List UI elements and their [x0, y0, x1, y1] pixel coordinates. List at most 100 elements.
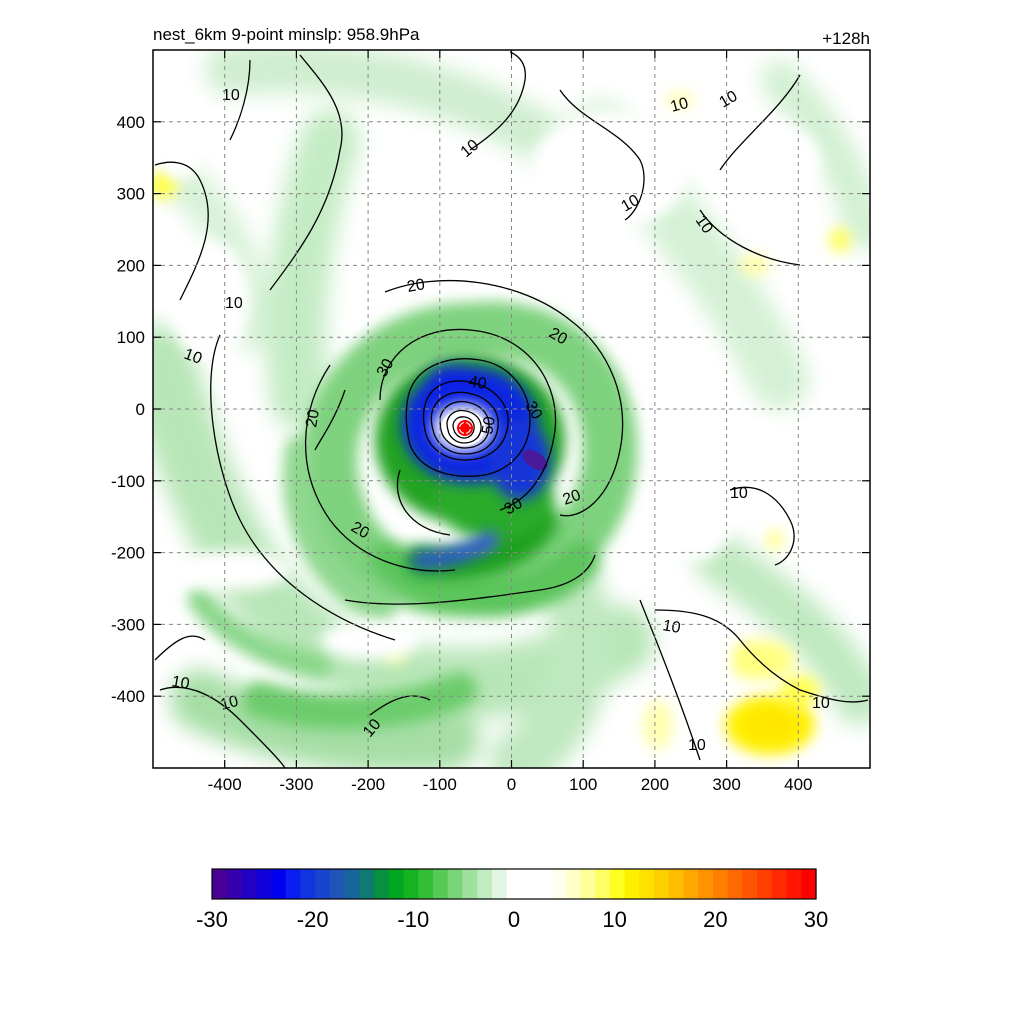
colorbar-swatch — [653, 869, 670, 899]
contour-label: 50 — [479, 415, 499, 436]
contour-label: 20 — [561, 487, 584, 509]
storm-center — [457, 420, 473, 436]
contour-label: 10 — [730, 485, 748, 502]
colorbar-tick-label: -20 — [297, 907, 329, 932]
x-axis: -400 -300 -200 -100 0 100 200 300 400 — [208, 50, 812, 794]
contour-label: 10 — [688, 737, 706, 754]
colorbar-swatch — [712, 869, 729, 899]
colorbar-swatch — [418, 869, 434, 899]
colorbar-tick-label: -30 — [196, 907, 228, 932]
colorbar-swatch — [241, 869, 257, 899]
colorbar-frame — [211, 868, 817, 900]
colorbar-swatch — [609, 869, 626, 899]
x-tick-label: -200 — [351, 775, 385, 794]
colorbar-swatch — [786, 869, 802, 899]
contour-label: 30 — [522, 399, 546, 423]
contour-label: 20 — [303, 408, 323, 429]
colorbar-swatch — [344, 869, 360, 899]
contour-label: 30 — [502, 495, 526, 519]
contour-label: 10 — [661, 617, 682, 637]
colorbar-swatch — [226, 869, 243, 899]
colorbar-swatch — [801, 869, 817, 899]
y-tick-label: -300 — [111, 615, 145, 634]
colorbar-tick-label: 10 — [602, 907, 626, 932]
colorbar-swatch — [727, 869, 743, 899]
contour-label: 10 — [225, 295, 243, 312]
contour-label: 20 — [406, 276, 427, 296]
contour-label: 10 — [812, 695, 830, 712]
x-tick-label: 0 — [507, 775, 516, 794]
colorbar-swatch — [639, 869, 655, 899]
colorbar-swatch — [477, 869, 493, 899]
colorbar-swatch — [374, 869, 390, 899]
colorbar-swatch — [698, 869, 714, 899]
positive-areas — [153, 92, 850, 755]
colorbar-swatch — [270, 869, 287, 899]
y-tick-label: -200 — [111, 544, 145, 563]
x-tick-label: 200 — [641, 775, 669, 794]
y-tick-label: 100 — [117, 328, 145, 347]
y-tick-label: 400 — [117, 113, 145, 132]
y-tick-label: 200 — [117, 256, 145, 275]
y-tick-label: 300 — [117, 185, 145, 204]
purple-patch — [522, 449, 548, 471]
contour-label: 10 — [182, 346, 205, 368]
contour-label: 10 — [222, 87, 240, 104]
x-tick-label: -300 — [279, 775, 313, 794]
colorbar-swatch — [521, 869, 537, 899]
x-tick-label: 300 — [712, 775, 740, 794]
x-tick-label: 400 — [784, 775, 812, 794]
colorbar-swatch — [624, 869, 640, 899]
colorbar-tick-label: 20 — [703, 907, 727, 932]
y-tick-label: 0 — [136, 400, 145, 419]
colorbar-swatch — [771, 869, 788, 899]
y-tick-label: -100 — [111, 472, 145, 491]
chart-subtitle: +128h — [822, 29, 870, 48]
colorbar — [211, 868, 817, 900]
colorbar-swatch — [388, 869, 405, 899]
colorbar-swatch — [315, 869, 331, 899]
colorbar-swatch — [359, 869, 375, 899]
contour-label: 20 — [348, 519, 372, 543]
x-tick-label: -100 — [423, 775, 457, 794]
colorbar-swatch — [212, 869, 228, 899]
colorbar-swatch — [462, 869, 478, 899]
colorbar-swatch — [550, 869, 567, 899]
colorbar-swatch — [742, 869, 758, 899]
colorbar-labels: -30 -20 -10 0 10 20 30 — [196, 907, 828, 932]
colorbar-swatch — [432, 869, 449, 899]
colorbar-swatch — [595, 869, 611, 899]
chart-title: nest_6km 9-point minslp: 958.9hPa — [153, 25, 420, 44]
colorbar-swatch — [506, 869, 522, 899]
x-tick-label: -400 — [208, 775, 242, 794]
contour-label: 10 — [219, 693, 241, 714]
contour-label: 10 — [170, 673, 191, 693]
contour-label: 10 — [717, 88, 741, 112]
colorbar-swatch — [683, 869, 699, 899]
outer-rainbands — [153, 50, 870, 768]
colorbar-swatch — [536, 869, 552, 899]
colorbar-swatch — [491, 869, 508, 899]
colorbar-swatch — [256, 869, 272, 899]
colorbar-swatch — [580, 869, 596, 899]
x-tick-label: 100 — [569, 775, 597, 794]
colorbar-swatch — [285, 869, 301, 899]
colorbar-swatch — [329, 869, 346, 899]
colorbar-tick-label: -10 — [397, 907, 429, 932]
colorbar-swatch — [668, 869, 685, 899]
gap-areas — [155, 100, 820, 700]
contour-label: 30 — [374, 356, 398, 380]
colorbar-swatch — [403, 869, 419, 899]
contour-label: 10 — [619, 192, 643, 216]
colorbar-swatch — [447, 869, 464, 899]
colorbar-swatch — [300, 869, 316, 899]
y-axis: 400 300 200 100 0 -100 -200 -300 -400 — [111, 113, 870, 706]
contours — [154, 51, 869, 768]
colorbar-swatch — [565, 869, 581, 899]
contour-label: 40 — [467, 373, 488, 393]
contour-label: 20 — [546, 325, 570, 349]
plot-field: 10 10 10 10 10 10 10 10 10 10 10 10 10 1… — [153, 50, 870, 768]
colorbar-tick-label: 0 — [508, 907, 520, 932]
colorbar-swatch — [757, 869, 773, 899]
